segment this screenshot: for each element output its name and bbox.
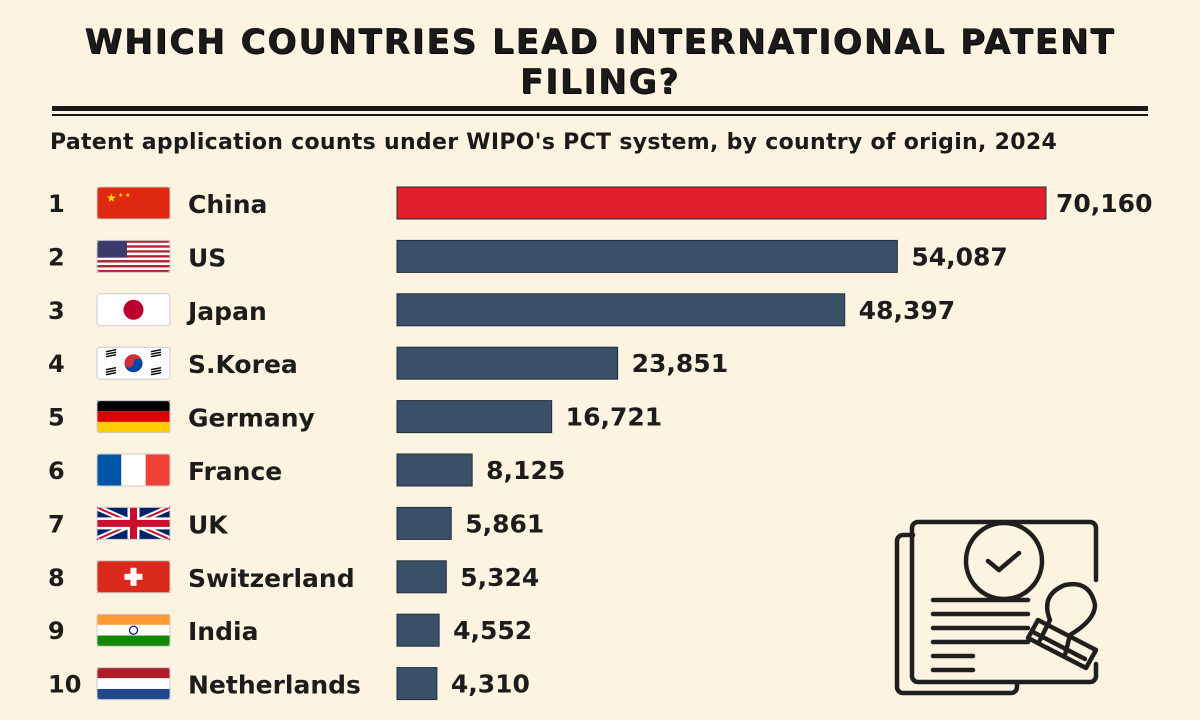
bar-row: 4 S.Korea 23,851 — [48, 346, 728, 380]
patent-document-stamp-icon — [894, 519, 1099, 696]
flag-ch-icon — [96, 560, 171, 594]
flag-de-icon — [96, 400, 171, 434]
value-label: 4,310 — [451, 670, 530, 699]
country-label: India — [188, 617, 258, 646]
value-label: 5,324 — [460, 563, 539, 592]
flag-us-icon — [96, 239, 171, 273]
value-label: 4,552 — [453, 616, 532, 645]
flag-gb-icon — [95, 504, 172, 543]
country-label: Switzerland — [188, 564, 355, 593]
bar-row: 7 UK 5,861 — [48, 504, 544, 543]
flag-jp-icon — [96, 293, 171, 327]
rank-label: 1 — [48, 190, 65, 218]
bar — [396, 293, 846, 327]
chart-title: WHICH COUNTRIES LEAD INTERNATIONAL PATEN… — [84, 22, 1116, 102]
rank-label: 3 — [48, 297, 65, 325]
rank-label: 7 — [48, 510, 65, 538]
title-divider-thin — [52, 114, 1148, 116]
bar-row: 10 Netherlands 4,310 — [48, 667, 530, 701]
rank-label: 4 — [48, 350, 65, 378]
bar-row: 1 ★ ★ ★ China 70,160 — [48, 186, 1152, 220]
value-label: 16,721 — [566, 403, 662, 432]
flag-fr-icon — [96, 453, 171, 487]
rank-label: 10 — [48, 671, 81, 699]
bar-row: 9 India 4,552 — [48, 613, 532, 647]
flag-in-icon — [96, 613, 171, 647]
bar — [396, 346, 619, 380]
chart-subtitle: Patent application counts under WIPO's P… — [50, 130, 1058, 155]
bar-row: 2 US 54,087 — [48, 239, 1008, 273]
value-label: 23,851 — [632, 349, 728, 378]
country-label: China — [188, 190, 267, 219]
bar-row: 5 Germany 16,721 — [48, 400, 662, 434]
bar — [396, 400, 553, 434]
flag-kr-icon — [96, 346, 171, 380]
bar — [396, 667, 438, 701]
bar-row: 8 Switzerland 5,324 — [48, 560, 539, 594]
value-label: 70,160 — [1056, 189, 1152, 218]
title-divider — [52, 106, 1148, 111]
rank-label: 5 — [48, 404, 65, 432]
bar — [396, 506, 452, 540]
value-label: 8,125 — [486, 456, 565, 485]
rank-label: 9 — [48, 617, 65, 645]
bar — [396, 613, 440, 647]
bar — [396, 186, 1047, 220]
rank-label: 2 — [48, 243, 65, 271]
country-label: Japan — [186, 297, 267, 326]
country-label: Netherlands — [188, 671, 361, 700]
svg-text:★ ★: ★ ★ — [118, 192, 131, 199]
bar — [396, 239, 898, 273]
bar-row: 6 France 8,125 — [48, 453, 565, 487]
value-label: 54,087 — [911, 242, 1007, 271]
value-label: 5,861 — [465, 509, 544, 538]
flag-cn-icon: ★ ★ ★ — [96, 186, 171, 220]
bar-row: 3 Japan 48,397 — [48, 293, 955, 327]
bar — [396, 453, 473, 487]
rank-label: 8 — [48, 564, 65, 592]
bar — [396, 560, 447, 594]
flag-nl-icon — [96, 667, 171, 701]
country-label: S.Korea — [188, 350, 298, 379]
country-label: Germany — [188, 404, 315, 433]
country-label: France — [188, 457, 282, 486]
value-label: 48,397 — [859, 296, 955, 325]
svg-text:★: ★ — [106, 191, 117, 205]
country-label: US — [188, 243, 226, 272]
country-label: UK — [188, 510, 229, 539]
rank-label: 6 — [48, 457, 65, 485]
